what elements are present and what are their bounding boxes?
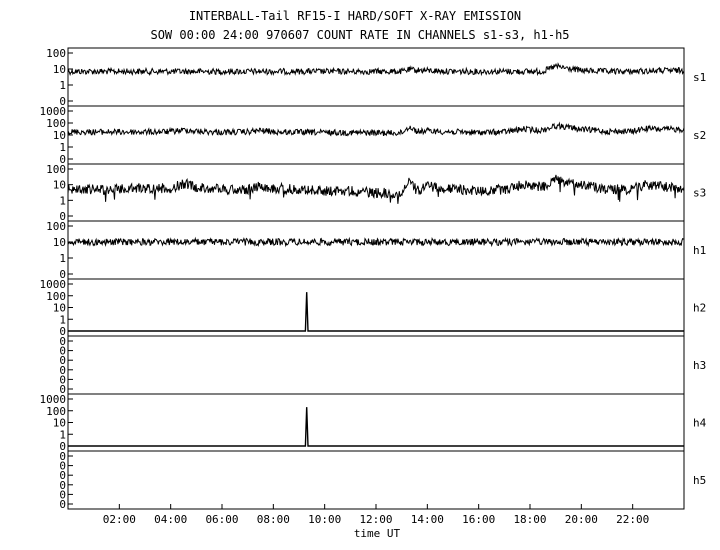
x-tick-label: 22:00 <box>616 513 649 526</box>
y-tick-label-s2: 1 <box>59 141 66 154</box>
y-tick-label-h4: 0 <box>59 440 66 453</box>
y-tick-label-h4: 100 <box>46 405 66 418</box>
y-tick-label-h1: 0 <box>59 268 66 281</box>
series-line-h4 <box>68 407 684 447</box>
y-tick-label-s2: 100 <box>46 117 66 130</box>
panel-frame-h3 <box>67 335 685 395</box>
y-tick-label-h2: 1 <box>59 313 66 326</box>
x-tick-label: 04:00 <box>154 513 187 526</box>
panel-stack: 1001010s110001001010s21001010s31001010h1… <box>40 47 707 511</box>
y-tick-label-h1: 10 <box>53 236 66 249</box>
y-tick-label-h4: 1000 <box>40 393 67 406</box>
y-tick-label-h4: 1 <box>59 428 66 441</box>
y-tick-label-s2: 0 <box>59 153 66 166</box>
channel-label-h2: h2 <box>693 302 706 315</box>
series-line-s1 <box>67 62 685 77</box>
y-tick-label-h3: 0 <box>59 364 66 377</box>
y-tick-label-s1: 10 <box>53 63 66 76</box>
y-tick-label-h3: 0 <box>59 345 66 358</box>
y-tick-label-h3: 0 <box>59 383 66 396</box>
channel-label-h5: h5 <box>693 474 706 487</box>
channel-label-h3: h3 <box>693 359 706 372</box>
channel-label-h4: h4 <box>693 417 707 430</box>
y-tick-label-h1: 1 <box>59 252 66 265</box>
x-tick-label: 18:00 <box>513 513 546 526</box>
y-tick-label-h4: 10 <box>53 417 66 430</box>
y-tick-label-h1: 100 <box>46 220 66 233</box>
x-tick-label: 06:00 <box>205 513 238 526</box>
y-tick-label-h5: 0 <box>59 498 66 511</box>
y-tick-label-s2: 10 <box>53 129 66 142</box>
y-tick-label-h3: 0 <box>59 335 66 348</box>
y-tick-label-s1: 1 <box>59 79 66 92</box>
y-tick-label-s3: 0 <box>59 210 66 223</box>
panel-frame-h2 <box>67 278 685 337</box>
chart-title: INTERBALL-Tail RF15-I HARD/SOFT X-RAY EM… <box>189 9 521 23</box>
series-line-s3 <box>67 174 685 204</box>
y-tick-label-h2: 10 <box>53 302 66 315</box>
y-tick-label-h5: 0 <box>59 450 66 463</box>
x-axis-label: time UT <box>354 527 401 540</box>
panel-frame-h1 <box>67 220 685 280</box>
panel-frame-s1 <box>67 47 685 107</box>
x-tick-label: 14:00 <box>411 513 444 526</box>
x-tick-label: 02:00 <box>103 513 136 526</box>
panel-frame-h4 <box>67 393 685 452</box>
channel-label-s3: s3 <box>693 187 706 200</box>
x-tick-label: 10:00 <box>308 513 341 526</box>
x-axis: 02:00 04:00 06:00 08:00 10:00 12:00 14:00 16:00… <box>103 504 649 526</box>
series-line-h2 <box>68 292 684 332</box>
series-line-s2 <box>67 121 685 137</box>
y-tick-label-s1: 0 <box>59 95 66 108</box>
y-tick-label-s3: 10 <box>53 179 66 192</box>
x-tick-label: 20:00 <box>565 513 598 526</box>
panel-frame-h5 <box>67 450 685 510</box>
y-tick-label-h5: 0 <box>59 479 66 492</box>
y-tick-label-h2: 0 <box>59 325 66 338</box>
channel-label-h1: h1 <box>693 244 706 257</box>
channel-label-s1: s1 <box>693 71 706 84</box>
x-tick-label: 12:00 <box>359 513 392 526</box>
y-tick-label-s3: 1 <box>59 194 66 207</box>
y-tick-label-h2: 1000 <box>40 278 67 291</box>
series-line-h1 <box>67 236 685 248</box>
y-tick-label-h3: 0 <box>59 354 66 367</box>
y-tick-label-s3: 100 <box>46 163 66 176</box>
y-tick-label-h5: 0 <box>59 469 66 482</box>
chart-subtitle: SOW 00:00 24:00 970607 COUNT RATE IN CHA… <box>150 28 569 42</box>
y-tick-label-h5: 0 <box>59 488 66 501</box>
channel-label-s2: s2 <box>693 129 706 142</box>
y-tick-label-h3: 0 <box>59 373 66 386</box>
x-tick-label: 16:00 <box>462 513 495 526</box>
y-tick-label-h2: 100 <box>46 290 66 303</box>
x-tick-label: 08:00 <box>257 513 290 526</box>
y-tick-label-s2: 1000 <box>40 105 67 118</box>
y-tick-label-s1: 100 <box>46 47 66 60</box>
y-tick-label-h5: 0 <box>59 460 66 473</box>
